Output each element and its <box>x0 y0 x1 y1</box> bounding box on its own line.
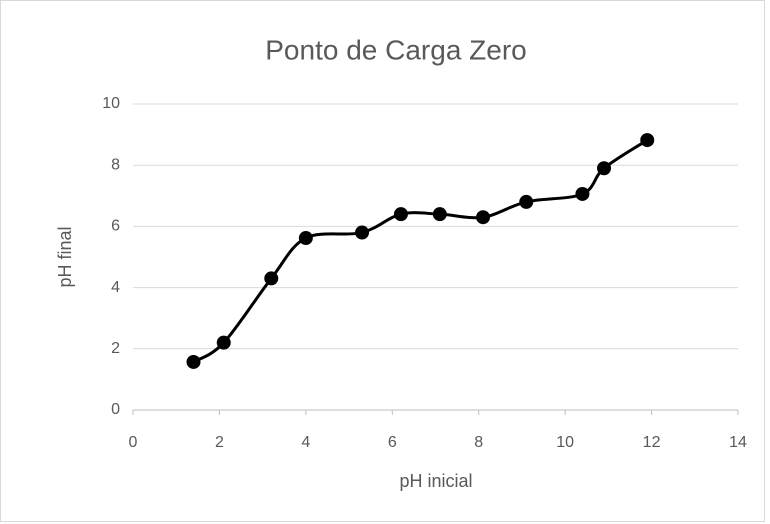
x-tick-label: 8 <box>474 434 483 451</box>
x-axis-title: pH inicial <box>399 471 472 491</box>
data-point <box>640 133 655 148</box>
y-tick-label: 10 <box>102 95 120 112</box>
x-tick-label: 0 <box>129 434 138 451</box>
data-point <box>216 335 231 350</box>
y-tick-label: 2 <box>111 340 120 357</box>
data-point <box>432 207 447 222</box>
x-tick-label: 2 <box>215 434 224 451</box>
chart-title: Ponto de Carga Zero <box>265 34 527 65</box>
data-point <box>186 354 201 369</box>
data-point <box>298 231 313 246</box>
x-tick-label: 12 <box>643 434 661 451</box>
y-axis-title: pH final <box>55 226 75 287</box>
data-point <box>519 194 534 209</box>
data-point <box>575 186 590 201</box>
x-tick-label: 14 <box>729 434 747 451</box>
y-tick-label: 6 <box>111 218 120 235</box>
data-point <box>597 161 612 176</box>
y-tick-label: 8 <box>111 156 120 173</box>
data-point <box>355 225 370 240</box>
y-tick-label: 4 <box>111 279 120 296</box>
data-point <box>476 210 491 225</box>
data-point <box>393 207 408 222</box>
x-tick-label: 4 <box>301 434 310 451</box>
y-tick-label: 0 <box>111 401 120 418</box>
data-point <box>264 271 279 286</box>
x-tick-label: 6 <box>388 434 397 451</box>
x-tick-label: 10 <box>556 434 574 451</box>
